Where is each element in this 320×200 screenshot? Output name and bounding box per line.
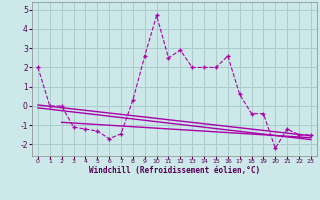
X-axis label: Windchill (Refroidissement éolien,°C): Windchill (Refroidissement éolien,°C) xyxy=(89,166,260,175)
